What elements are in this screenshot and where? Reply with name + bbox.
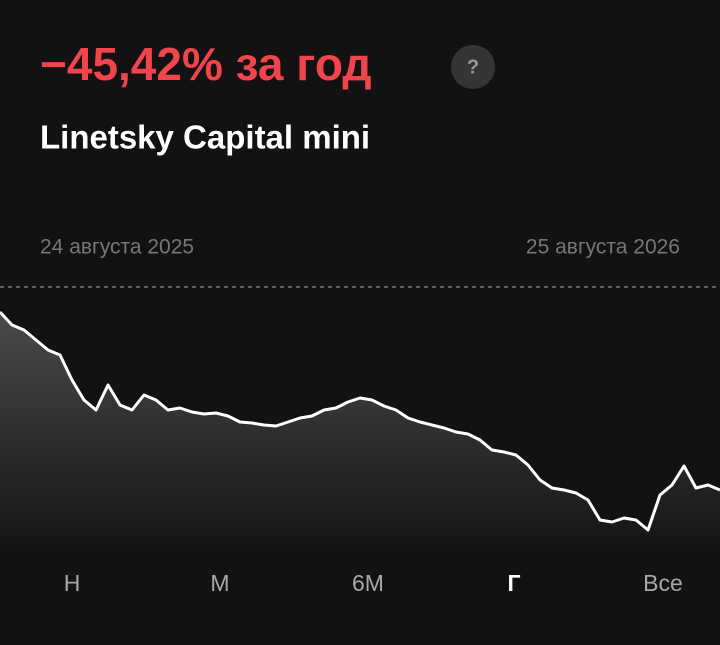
period-tab[interactable]: 6М	[352, 570, 384, 596]
area	[0, 312, 720, 560]
help-circle[interactable]	[451, 45, 495, 89]
end-date: 25 августа 2026	[526, 236, 680, 259]
help-button[interactable]: ?	[451, 45, 495, 89]
fund-title: Linetsky Capital mini	[40, 119, 370, 156]
price-line	[0, 310, 720, 532]
period-tab[interactable]: М	[210, 570, 229, 596]
period-tab[interactable]: Все	[643, 570, 683, 596]
period-tab[interactable]: Г	[507, 570, 520, 596]
period-tabs: Н М 6М Г Все	[64, 570, 683, 596]
plot	[0, 310, 720, 560]
change-label: −45,42% за год	[40, 38, 372, 90]
help-icon[interactable]: ?	[467, 56, 479, 78]
start-date: 24 августа 2025	[40, 236, 194, 259]
period-tab[interactable]: Н	[64, 570, 81, 596]
